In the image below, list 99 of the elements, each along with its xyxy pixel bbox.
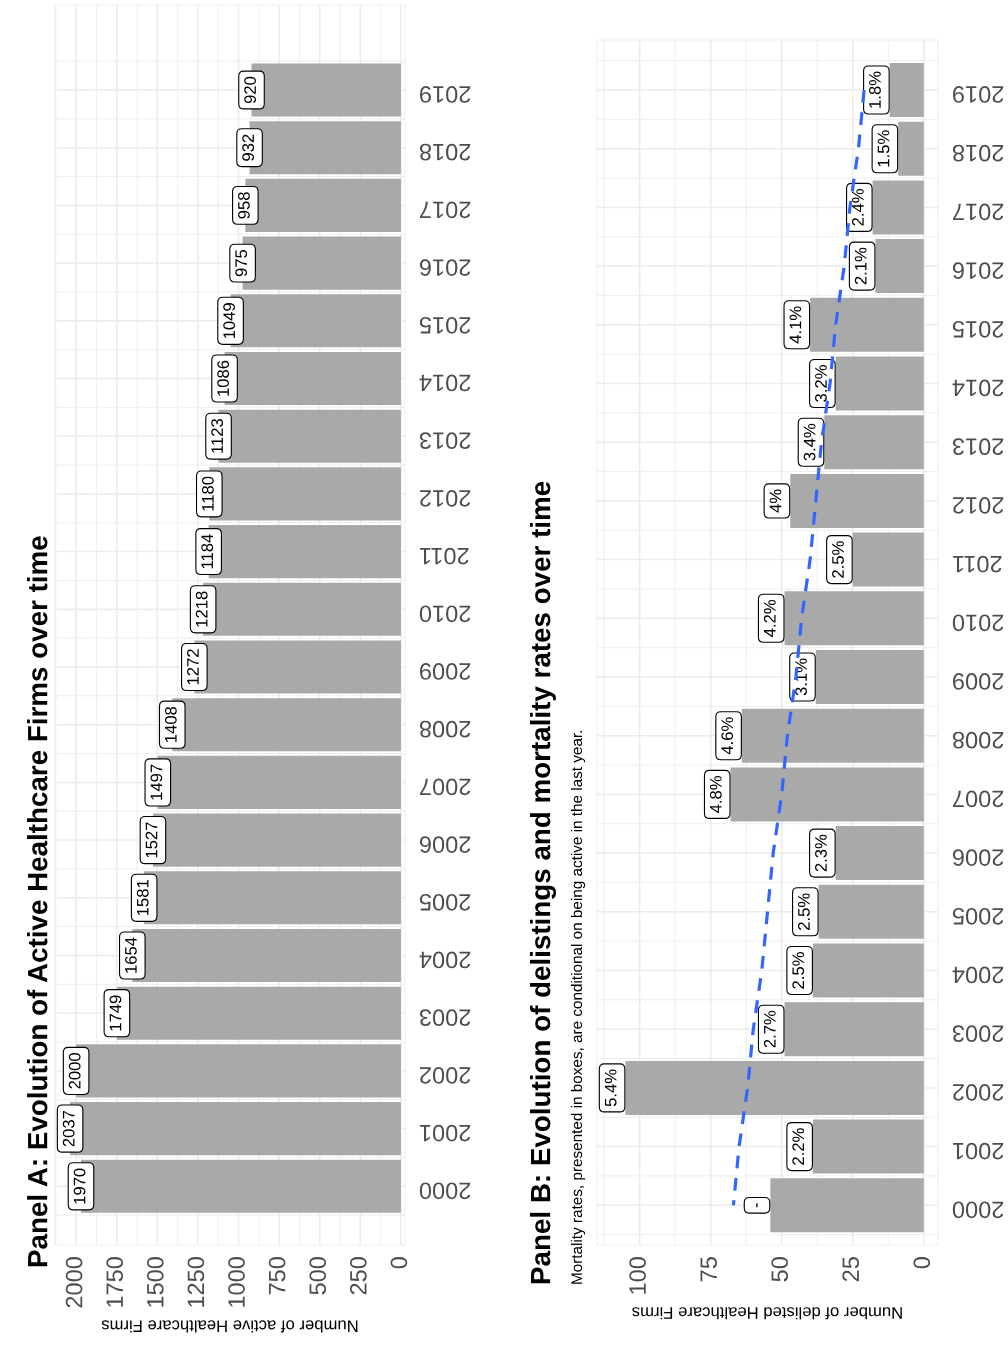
y-tick-label: 2015	[952, 320, 1004, 338]
annotation: 1.5%	[877, 130, 890, 167]
y-tick-label: 2001	[953, 1142, 1004, 1160]
data-label: 1497	[150, 764, 163, 800]
y-tick-label: 2002	[420, 1067, 471, 1084]
y-tick-label: 2002	[953, 1084, 1004, 1101]
y-tick-label: 2015	[419, 316, 471, 334]
data-label: 1970	[73, 1168, 86, 1204]
y-tick-label: 2003	[952, 1025, 1004, 1043]
annotation: -	[756, 1203, 758, 1208]
annotation: 2.2%	[792, 1128, 805, 1165]
y-tick-label: 2011	[953, 555, 1002, 573]
y-tick-label: 2017	[420, 201, 471, 219]
text: Mortality rates, presented in boxes, are conditional on being active in the last year.	[570, 730, 586, 1284]
y-tick-label: 2000	[419, 1182, 471, 1200]
y-tick-label: 2006	[952, 849, 1004, 866]
y-tick-label: 2009	[953, 673, 1004, 690]
data-label: 1527	[145, 822, 158, 858]
annotation: 4.6%	[721, 717, 734, 755]
data-label: 2037	[62, 1110, 75, 1147]
y-tick-label: 2007	[953, 790, 1004, 808]
x-tick-label: 250	[349, 1257, 367, 1295]
annotation: 2.5%	[798, 893, 810, 930]
x-tick-label: 0	[390, 1257, 408, 1269]
y-tick-label: 2013	[419, 432, 471, 450]
y-tick-label: 2011	[420, 547, 469, 565]
y-tick-label: 2017	[953, 203, 1004, 221]
data-label: 932	[242, 134, 255, 161]
annotation: 2.5%	[832, 541, 844, 578]
annotation: 3.2%	[815, 365, 827, 402]
y-tick-label: 2010	[952, 614, 1004, 632]
data-label: 1272	[187, 649, 199, 685]
y-tick-label: 2016	[419, 259, 471, 276]
y-tick-label: 2004	[419, 951, 471, 969]
data-label: 1184	[201, 534, 214, 569]
annotation: 3.4%	[803, 423, 816, 461]
y-tick-label: 2019	[953, 86, 1004, 103]
annotation: 5.4%	[604, 1069, 617, 1107]
data-label: 920	[244, 76, 256, 104]
annotation: 1.8%	[869, 71, 881, 108]
annotation: 4.8%	[709, 776, 722, 814]
y-tick-label: 2005	[952, 907, 1004, 925]
y-tick-label: 2012	[953, 497, 1004, 514]
y-tick-label: 2004	[952, 966, 1004, 984]
y-tick-label: 2007	[420, 778, 471, 796]
x-tick-label: 75	[700, 1257, 717, 1282]
y-tick-label: 2014	[952, 379, 1004, 397]
x-tick-label: 2000	[65, 1257, 83, 1308]
annotation: 4.2%	[763, 599, 776, 637]
x-tick-label: 0	[913, 1257, 931, 1269]
x-tick-label: 1500	[146, 1257, 164, 1307]
y-tick-label: 2018	[419, 143, 471, 161]
y-tick-label: 2003	[419, 1009, 471, 1027]
data-label: 1086	[217, 360, 230, 396]
x-tick-label: 1750	[106, 1257, 124, 1307]
y-tick-label: 2008	[952, 731, 1004, 749]
annotation: 4%	[769, 489, 782, 513]
y-tick-label: 2010	[419, 605, 471, 623]
y-tick-label: 2016	[952, 262, 1004, 279]
data-label: 1218	[195, 591, 208, 627]
annotation: 4.1%	[789, 306, 802, 344]
y-tick-label: 2012	[420, 490, 471, 507]
x-axis-title: Number of delisted Healthcare Firms	[632, 1307, 902, 1320]
y-tick-label: 2001	[420, 1124, 471, 1142]
y-tick-label: 2019	[420, 86, 471, 103]
data-label: 958	[238, 192, 250, 219]
x-tick-label: 50	[771, 1257, 789, 1282]
y-tick-label: 2000	[952, 1201, 1004, 1219]
y-tick-label: 2008	[419, 720, 471, 738]
data-label: 1654	[124, 937, 137, 973]
annotation: 2.5%	[792, 952, 805, 989]
data-label: 1049	[223, 303, 236, 339]
data-label: 1581	[136, 880, 149, 916]
y-tick-label: 2018	[952, 144, 1004, 162]
data-label: 1749	[109, 995, 122, 1031]
x-tick-label: 1000	[228, 1257, 245, 1307]
x-tick-label: 750	[268, 1257, 286, 1295]
data-label: 1123	[211, 419, 224, 453]
x-axis-title: Number of active Healthcare Firms	[101, 1320, 358, 1333]
data-label: 2000	[68, 1053, 81, 1089]
x-tick-label: 1250	[187, 1257, 205, 1307]
y-tick-label: 2014	[419, 374, 471, 392]
annotation: 2.4%	[851, 189, 864, 226]
y-tick-label: 2006	[419, 836, 471, 853]
text: Panel B: Evolution of delistings and mortality rates over time	[529, 481, 557, 1284]
annotation: 2.7%	[763, 1010, 776, 1048]
y-tick-label: 2013	[952, 438, 1004, 456]
data-label: 1180	[201, 476, 214, 511]
annotation: 2.1%	[854, 247, 867, 285]
y-tick-label: 2009	[420, 663, 471, 680]
text: Panel A: Evolution of Active Healthcare Firms over time	[27, 536, 48, 1267]
y-tick-label: 2005	[419, 893, 471, 911]
x-tick-label: 25	[842, 1257, 860, 1282]
x-tick-label: 100	[629, 1257, 646, 1294]
x-tick-label: 500	[309, 1257, 327, 1295]
annotation: 2.3%	[815, 834, 827, 872]
bar	[770, 1178, 924, 1233]
data-label: 975	[235, 249, 248, 277]
data-label: 1408	[164, 706, 177, 742]
